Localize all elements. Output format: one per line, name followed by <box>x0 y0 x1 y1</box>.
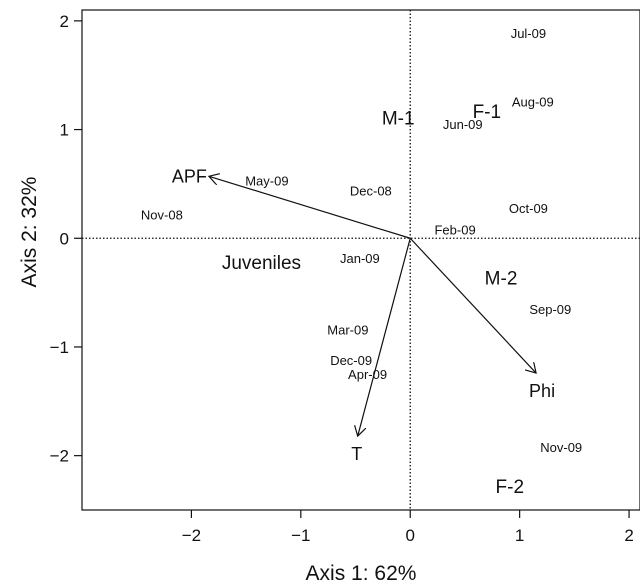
sample-label: Sep-09 <box>529 302 571 317</box>
vector-arrow-phi <box>409 237 536 373</box>
vector-label-apf: APF <box>172 166 207 186</box>
plot-frame <box>81 9 640 511</box>
sample-label: Jan-09 <box>340 251 380 266</box>
sample-label: Jun-09 <box>443 117 483 132</box>
sample-label: Oct-09 <box>509 201 548 216</box>
x-tick-label: 2 <box>624 526 633 545</box>
x-axis: −2 −1 0 1 2 <box>182 510 634 545</box>
y-tick-label: −1 <box>50 338 69 357</box>
x-tick-label: −2 <box>182 526 201 545</box>
reference-lines <box>82 10 640 510</box>
sample-label: May-09 <box>245 174 288 189</box>
x-axis-title: Axis 1: 62% <box>306 562 417 585</box>
sample-label: Dec-08 <box>350 183 392 198</box>
sample-label: Apr-09 <box>348 367 387 382</box>
sample-label: Mar-09 <box>327 323 368 338</box>
sample-label: Dec-09 <box>330 353 372 368</box>
vector-label-t: T <box>351 444 362 464</box>
x-tick-label: 1 <box>515 526 524 545</box>
y-tick-label: 2 <box>60 12 69 31</box>
group-label: Juveniles <box>222 253 301 274</box>
vector-arrow-apf <box>209 176 411 239</box>
group-labels: M-1 F-1 Juveniles M-2 F-2 <box>222 102 524 498</box>
sample-label: Feb-09 <box>434 223 475 238</box>
y-axis: −2 −1 0 1 2 <box>50 12 82 466</box>
sample-label: Aug-09 <box>512 94 554 109</box>
sample-points: Jul-09 Aug-09 Jun-09 May-09 Dec-08 Oct-09 Feb-… <box>141 26 582 455</box>
sample-label: Nov-08 <box>141 207 183 222</box>
vector-label-phi: Phi <box>529 381 555 401</box>
y-axis-title: Axis 2: 32% <box>18 177 41 288</box>
sample-label: Nov-09 <box>540 440 582 455</box>
sample-label: Jul-09 <box>511 26 546 41</box>
group-label: M-1 <box>382 109 415 130</box>
group-label: F-1 <box>473 102 502 123</box>
y-tick-label: 0 <box>60 229 69 248</box>
x-tick-label: −1 <box>291 526 310 545</box>
y-tick-label: 1 <box>60 121 69 140</box>
y-tick-label: −2 <box>50 447 69 466</box>
vector-arrow-t <box>358 238 411 436</box>
group-label: M-2 <box>485 268 518 289</box>
environmental-vectors: APF T Phi <box>172 166 555 464</box>
x-tick-label: 0 <box>406 526 415 545</box>
group-label: F-2 <box>496 477 525 498</box>
